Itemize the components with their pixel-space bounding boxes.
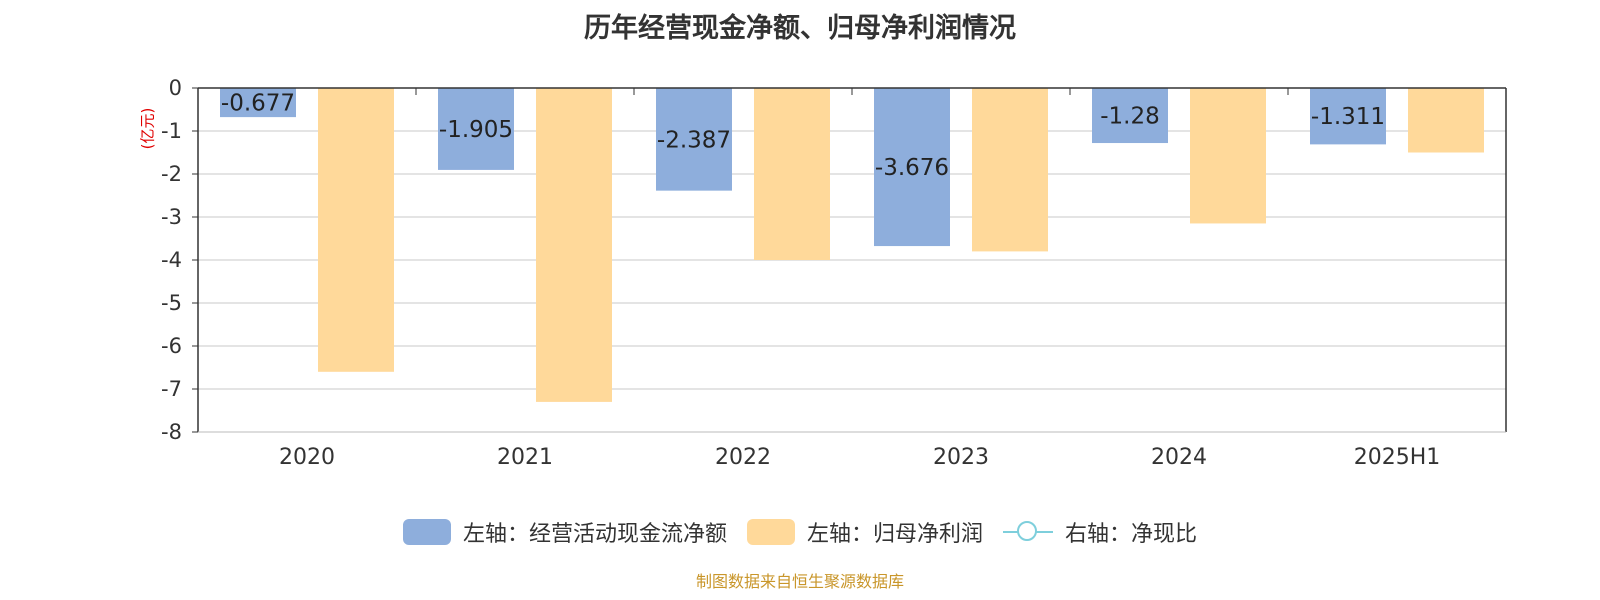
- grid-lines: [198, 130, 1506, 390]
- y-tick-label: 0: [169, 76, 182, 100]
- data-label-cashflow: -2.387: [657, 127, 731, 153]
- x-tick-label: 2021: [497, 445, 553, 470]
- y-tick-label: -7: [161, 377, 182, 401]
- bar-cashflow: [1310, 88, 1386, 145]
- bar-cashflow: [220, 88, 296, 118]
- bar-cashflow: [874, 88, 950, 247]
- legend-label-net-profit: 左轴：归母净利润: [806, 522, 983, 547]
- data-labels-group: -0.677 -1.905 -2.387 -3.676 -1.28 -1.311: [221, 91, 1385, 181]
- data-label-cashflow: -1.905: [439, 117, 513, 143]
- data-source-note: 制图数据来自恒生聚源数据库: [695, 572, 904, 591]
- data-label-cashflow: -1.311: [1311, 104, 1385, 130]
- legend-swatch-net-profit: [746, 519, 795, 545]
- axes-group: 0 -1 -2 -3 -4 -5 -6 -7 -8 2020 2021 2022 2023 2024 202…: [161, 76, 1507, 470]
- bar-chart: 0 -1 -2 -3 -4 -5 -6 -7 -8 2020 2021 2022 2023 2024 202…: [161, 76, 1507, 470]
- legend-swatch-cashflow: [402, 519, 451, 545]
- bar-cashflow: [1092, 88, 1168, 144]
- y-tick-label: -4: [161, 248, 182, 272]
- bar-net-profit: [318, 88, 394, 372]
- y-tick-label: -5: [161, 291, 182, 315]
- bar-cashflow: [656, 88, 732, 191]
- legend: 左轴：经营活动现金流净额 左轴：归母净利润 右轴：净现比: [0, 516, 1600, 548]
- y-tick-label: -8: [161, 420, 182, 444]
- legend-swatch-cash-ratio: [1003, 519, 1053, 545]
- y-tick-label: -2: [161, 162, 182, 186]
- x-tick-label: 2024: [1151, 445, 1207, 470]
- bar-net-profit: [972, 88, 1048, 252]
- data-label-cashflow: -0.677: [221, 91, 295, 117]
- legend-label-cash-ratio: 右轴：净现比: [1065, 522, 1198, 547]
- data-label-cashflow: -1.28: [1100, 104, 1160, 130]
- bar-net-profit: [1190, 88, 1266, 224]
- y-tick-label: -6: [161, 334, 182, 358]
- x-tick-label: 2025H1: [1354, 445, 1441, 470]
- chart-title: 历年经营现金净额、归母净利润情况: [584, 13, 1016, 44]
- y-tick-label: -3: [161, 205, 182, 229]
- y-tick-label: -1: [161, 119, 182, 143]
- legend-item-net-profit[interactable]: 左轴：归母净利润: [746, 516, 983, 548]
- x-tick-label: 2023: [933, 445, 989, 470]
- bar-net-profit: [1408, 88, 1484, 153]
- bar-net-profit: [536, 88, 612, 402]
- legend-item-cash-ratio[interactable]: 右轴：净现比: [1003, 516, 1197, 548]
- data-label-cashflow: -3.676: [875, 155, 949, 181]
- x-tick-label: 2020: [279, 445, 335, 470]
- bar-net-profit: [754, 88, 830, 260]
- x-tick-label: 2022: [715, 445, 771, 470]
- bars-group: [220, 88, 1484, 402]
- legend-item-cashflow[interactable]: 左轴：经营活动现金流净额: [402, 516, 727, 548]
- legend-label-cashflow: 左轴：经营活动现金流净额: [462, 522, 727, 547]
- bar-cashflow: [438, 88, 514, 170]
